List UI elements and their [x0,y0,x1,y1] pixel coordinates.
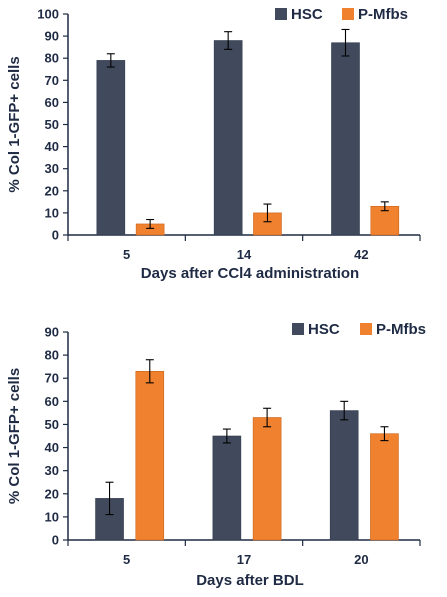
bar-hsc-42 [331,42,360,236]
y-tick-label: 50 [45,417,59,432]
legend-swatch [360,323,372,335]
bar-hsc-5 [96,60,126,236]
bar-hsc-14 [213,40,243,236]
y-tick-label: 20 [45,486,59,501]
x-tick-label: 5 [123,247,130,262]
y-tick-label: 50 [45,117,59,132]
legend-swatch [275,8,287,20]
bar-hsc-20 [329,410,359,541]
y-tick-label: 0 [52,533,59,548]
legend-label: HSC [291,6,323,23]
y-tick-label: 80 [45,348,59,363]
bar-hsc-17 [212,435,242,541]
y-tick-label: 10 [45,509,59,524]
y-tick-label: 60 [45,95,59,110]
y-tick-label: 60 [45,394,59,409]
bar-p-mfbs-20 [370,433,399,541]
y-tick-label: 70 [45,371,59,386]
y-tick-label: 70 [45,73,59,88]
y-tick-label: 90 [45,325,59,340]
x-tick-label: 17 [237,552,251,567]
x-axis-title: Days after BDL [196,572,304,589]
legend-swatch [292,323,304,335]
y-tick-label: 30 [45,161,59,176]
y-tick-label: 20 [45,183,59,198]
x-tick-label: 42 [354,247,368,262]
chart-ccl4: 0 10 20 30 40 50 60 70 80 90 100 5 14 42 Days after CC… [6,6,421,282]
y-tick-label: 30 [45,463,59,478]
legend-label: P-Mfbs [376,321,426,338]
x-tick-label: 5 [123,552,130,567]
x-axis-title: Days after CCl4 administration [141,265,359,282]
y-tick-label: 10 [45,205,59,220]
y-tick-label: 40 [45,139,59,154]
bar-p-mfbs-5 [135,370,165,541]
y-tick-label: 100 [37,7,59,22]
legend-label: HSC [308,321,340,338]
y-tick-label: 80 [45,51,59,66]
chart-bdl: 0 10 20 30 40 50 60 70 80 90 5 17 20 Days after BDL % … [6,321,426,589]
y-tick-label: 90 [45,29,59,44]
y-axis-title: % Col 1-GFP+ cells [6,56,23,192]
x-tick-label: 14 [237,247,252,262]
y-tick-label: 0 [52,228,59,243]
y-tick-label: 40 [45,440,59,455]
legend-label: P-Mfbs [358,6,408,23]
legend-swatch [342,8,354,20]
bar-p-mfbs-17 [252,417,282,541]
x-tick-label: 20 [354,552,368,567]
y-axis-title: % Col 1-GFP+ cells [6,368,23,504]
